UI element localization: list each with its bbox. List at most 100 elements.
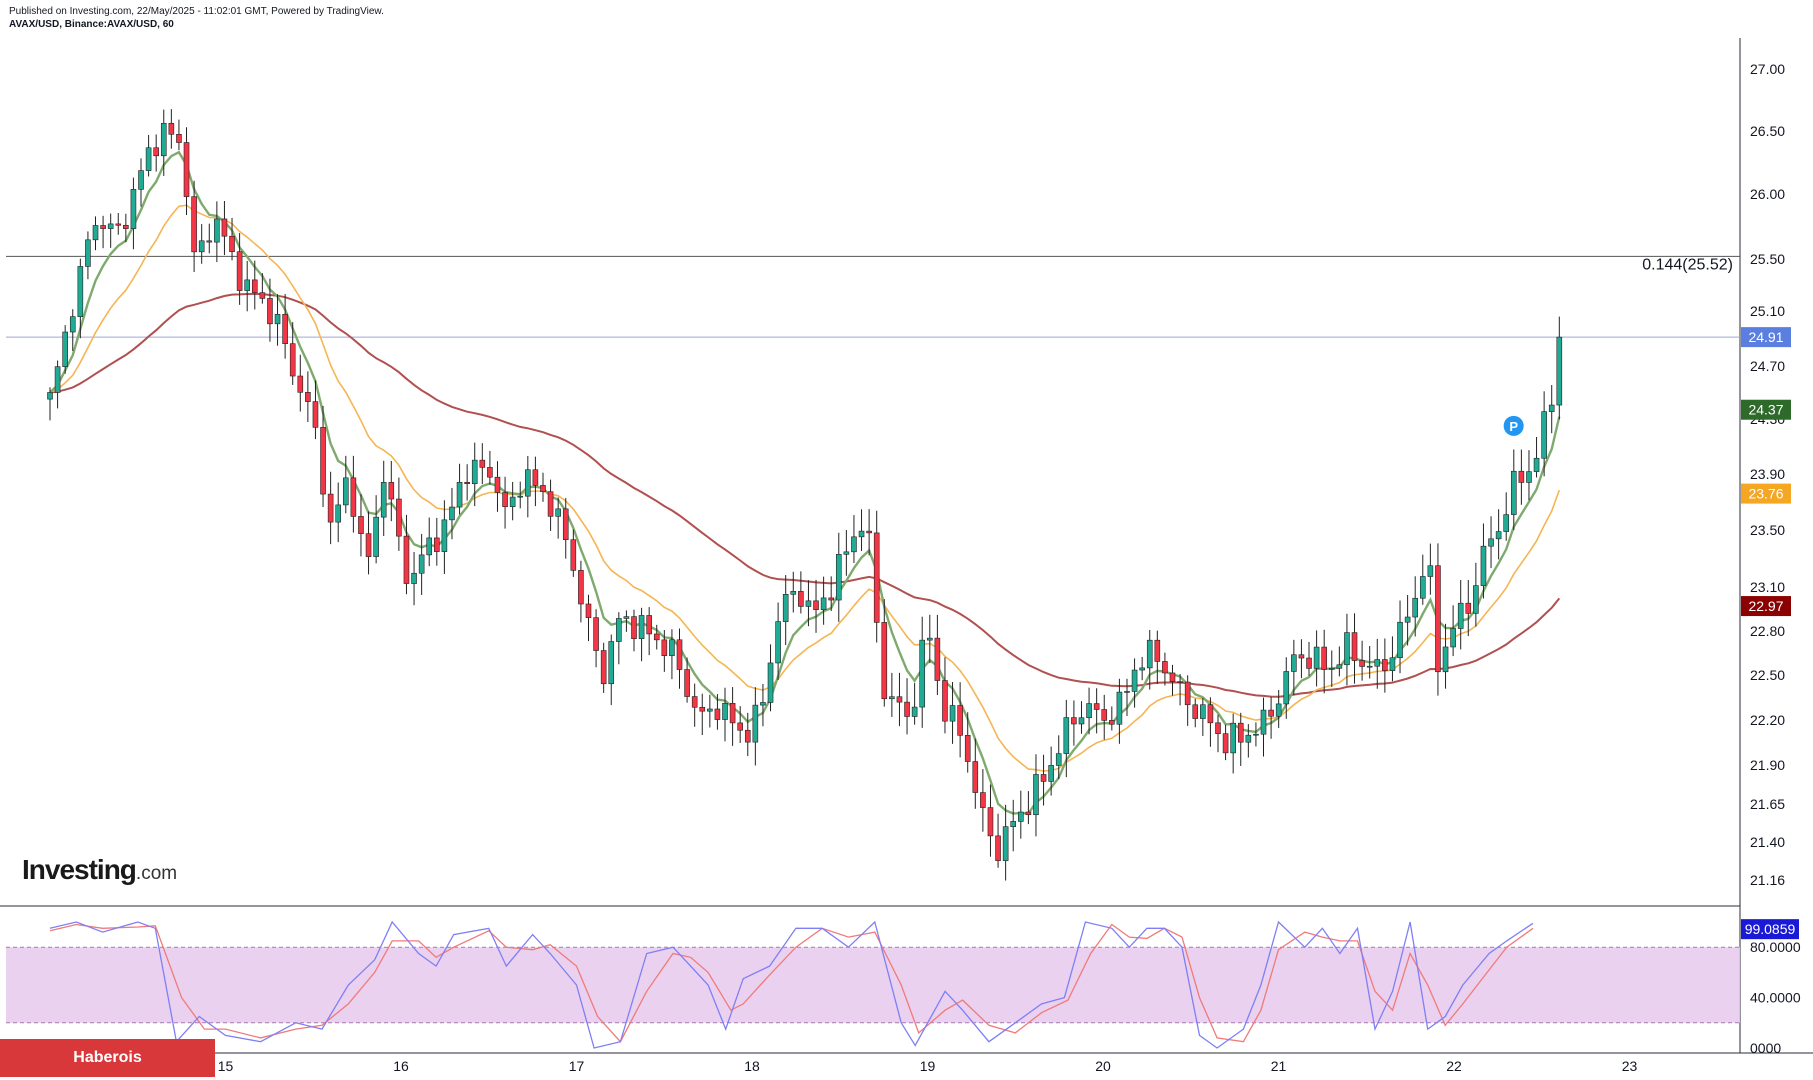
candle-up — [418, 554, 425, 574]
ema-slow-tag: 22.97 — [1748, 598, 1783, 614]
candle-down — [593, 617, 599, 651]
candle-up — [858, 530, 865, 538]
candle-down — [661, 639, 668, 657]
candle-down — [350, 477, 357, 517]
candle-down — [1298, 654, 1305, 659]
candle-up — [214, 218, 220, 243]
candle-down — [1382, 659, 1388, 671]
candle-down — [896, 696, 903, 703]
candle-down — [873, 532, 880, 623]
stoch-tick-label: 0000 — [1750, 1040, 1781, 1056]
candle-up — [767, 662, 774, 703]
candle-up — [62, 331, 68, 367]
stoch-value-tag-bg — [1741, 919, 1799, 940]
candle-up — [1533, 457, 1540, 472]
candle-up — [1541, 411, 1547, 459]
candle-down — [1435, 565, 1441, 673]
time-tick-label: 22 — [1446, 1058, 1462, 1074]
candle-up — [1018, 811, 1024, 822]
candle-down — [987, 807, 994, 837]
candle-down — [153, 147, 159, 157]
candle-up — [790, 591, 797, 595]
candle-down — [547, 491, 554, 517]
ema-mid-tag: 23.76 — [1748, 486, 1783, 502]
candle-down — [585, 603, 592, 618]
stoch-value-tag: 99.0859 — [1745, 921, 1796, 937]
candle-up — [775, 621, 781, 664]
candle-down — [115, 223, 122, 226]
price-tick-label: 25.50 — [1750, 251, 1785, 267]
candle-up — [471, 459, 478, 485]
candle-up — [509, 496, 516, 507]
candle-up — [1336, 664, 1343, 669]
ema-fast-line — [49, 150, 1561, 815]
candle-down — [1109, 720, 1115, 725]
candle-down — [251, 279, 258, 293]
candle-up — [1427, 565, 1434, 577]
candle-up — [608, 641, 615, 685]
candle-up — [1510, 470, 1517, 515]
pivot-marker — [1503, 415, 1524, 436]
published-note: Published on Investing.com, 22/May/2025 … — [9, 6, 384, 17]
candle-down — [236, 251, 243, 291]
ema-slow-tag-bg — [1741, 596, 1791, 617]
candle-down — [714, 708, 721, 720]
candle-down — [1465, 602, 1472, 614]
time-tick-label: 19 — [920, 1058, 936, 1074]
candle-down — [487, 467, 493, 478]
candle-up — [820, 597, 827, 610]
candle-down — [100, 225, 106, 229]
candle-up — [889, 696, 895, 700]
candle-down — [464, 482, 470, 485]
candle-down — [1215, 722, 1221, 734]
last-price-tag: 24.91 — [1748, 329, 1783, 345]
candle-up — [449, 506, 455, 521]
candle-up — [1131, 669, 1138, 692]
candle-down — [289, 343, 296, 377]
candle-down — [282, 314, 288, 344]
candle-down — [327, 493, 334, 523]
candle-up — [851, 536, 857, 553]
price-tick-label: 21.16 — [1750, 872, 1785, 888]
candle-up — [1526, 471, 1532, 483]
candle-up — [1412, 597, 1418, 618]
candle-up — [373, 516, 379, 557]
candle-down — [267, 298, 273, 325]
candle-up — [1200, 704, 1206, 719]
candle-down — [1192, 704, 1199, 719]
candle-down — [600, 650, 607, 685]
candle-up — [517, 495, 524, 498]
candle-up — [919, 639, 926, 708]
candle-down — [1154, 639, 1161, 662]
candle-down — [562, 508, 569, 540]
candle-up — [426, 537, 433, 556]
candle-down — [1207, 704, 1214, 724]
candle-down — [631, 616, 637, 639]
candle-up — [92, 225, 99, 241]
time-tick-label: 21 — [1271, 1058, 1287, 1074]
candle-down — [297, 375, 304, 393]
candle-up — [107, 223, 114, 229]
candle-up — [77, 266, 84, 317]
price-tick-label: 22.20 — [1750, 712, 1785, 728]
candle-down — [691, 696, 698, 708]
candle-up — [1283, 671, 1290, 705]
ema-mid-line — [49, 204, 1561, 772]
price-tick-label: 21.65 — [1750, 796, 1785, 812]
candle-down — [881, 622, 888, 700]
candle-down — [1306, 657, 1312, 669]
candle-up — [160, 122, 167, 157]
price-tick-label: 25.10 — [1750, 303, 1785, 319]
candle-down — [942, 680, 948, 722]
time-tick-label: 15 — [218, 1058, 234, 1074]
price-tick-label: 26.50 — [1750, 123, 1785, 139]
pivot-marker-label: P — [1509, 419, 1518, 434]
candle-up — [835, 554, 842, 601]
candle-up — [1275, 703, 1282, 717]
stoch-band — [6, 947, 1740, 1023]
candle-down — [191, 196, 197, 253]
candle-up — [47, 392, 53, 400]
candle-down — [434, 537, 440, 552]
candle-up — [926, 637, 933, 641]
